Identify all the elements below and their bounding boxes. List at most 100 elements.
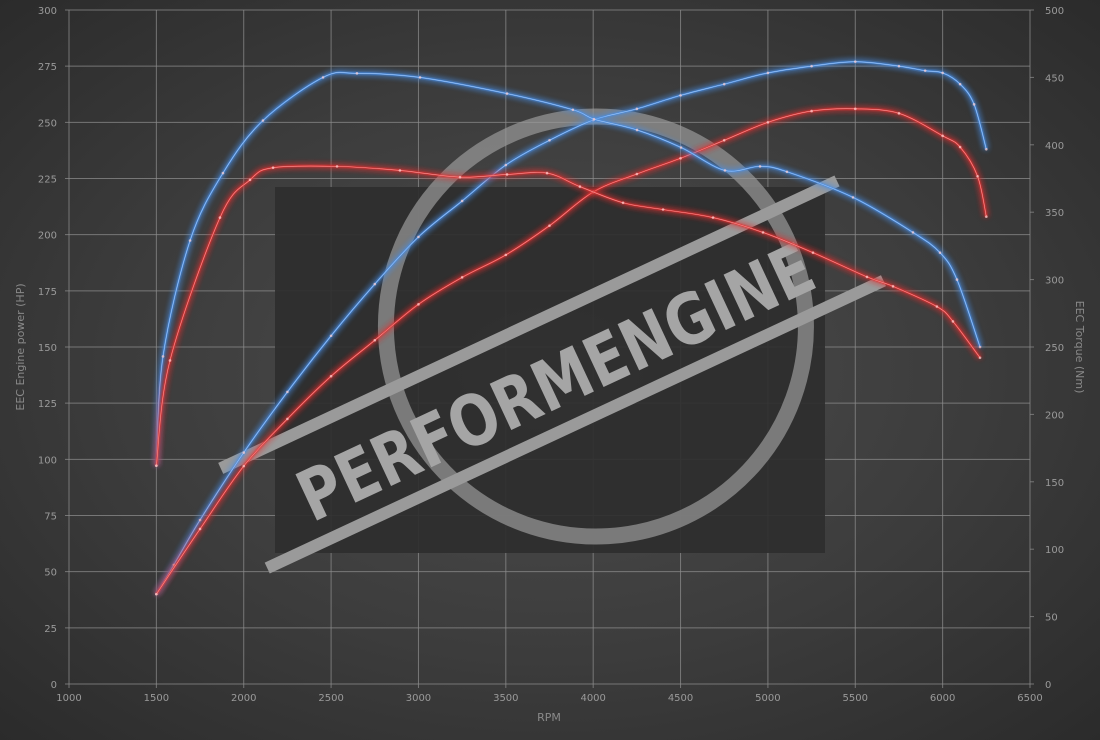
y2-tick-label: 100 xyxy=(1045,545,1064,556)
y-axis-label: EEC Engine power (HP) xyxy=(14,283,27,410)
data-point xyxy=(161,355,165,358)
data-point xyxy=(505,173,509,176)
data-point xyxy=(373,282,377,286)
y-tick-label: 25 xyxy=(44,624,57,635)
data-point xyxy=(976,174,979,178)
data-point xyxy=(958,145,962,149)
data-point xyxy=(460,276,464,279)
data-point xyxy=(329,334,333,338)
data-point xyxy=(897,64,901,68)
series-highlight-3 xyxy=(156,165,981,466)
data-point xyxy=(978,356,982,360)
data-point xyxy=(417,235,420,239)
data-point xyxy=(271,166,275,170)
data-point xyxy=(941,134,944,138)
data-point xyxy=(155,464,158,467)
data-point xyxy=(972,103,976,106)
data-point xyxy=(891,285,895,288)
data-point xyxy=(985,147,988,151)
data-point xyxy=(661,208,665,211)
data-point xyxy=(722,82,726,86)
data-point xyxy=(811,251,815,254)
data-point xyxy=(460,199,464,203)
data-point xyxy=(853,107,857,111)
y-tick-label: 0 xyxy=(51,680,57,691)
y2-tick-label: 400 xyxy=(1045,141,1064,152)
data-point xyxy=(592,117,596,121)
y2-tick-label: 0 xyxy=(1045,680,1051,691)
data-point xyxy=(504,253,508,257)
data-point xyxy=(248,178,252,182)
y-tick-label: 50 xyxy=(44,568,57,579)
data-point xyxy=(198,527,202,531)
x-tick-label: 2500 xyxy=(318,693,343,704)
data-point xyxy=(723,169,727,172)
y2-axis-label: EEC Torque (Nm) xyxy=(1073,301,1086,394)
data-point xyxy=(548,139,551,142)
y-tick-label: 300 xyxy=(38,6,57,17)
data-point xyxy=(766,121,770,124)
y2-tick-label: 350 xyxy=(1045,208,1064,219)
series-highlight-2 xyxy=(156,72,981,466)
data-point xyxy=(155,592,158,596)
data-point xyxy=(321,76,325,79)
x-tick-label: 3000 xyxy=(406,693,431,704)
data-point xyxy=(911,231,915,234)
data-point xyxy=(635,172,639,176)
data-point xyxy=(335,165,339,168)
series-highlight-1 xyxy=(156,108,987,595)
data-point xyxy=(761,231,765,234)
data-point xyxy=(635,107,639,111)
y2-tick-label: 300 xyxy=(1045,276,1064,287)
x-tick-label: 3500 xyxy=(493,693,518,704)
data-point xyxy=(853,60,857,63)
data-point xyxy=(722,139,726,142)
data-point xyxy=(711,216,715,219)
y2-tick-label: 150 xyxy=(1045,478,1064,489)
x-tick-label: 6500 xyxy=(1017,693,1042,704)
y2-tick-label: 200 xyxy=(1045,410,1064,421)
data-point xyxy=(951,320,955,323)
y-tick-label: 100 xyxy=(38,455,57,466)
data-point xyxy=(242,451,246,454)
data-point xyxy=(810,109,813,113)
y-tick-label: 125 xyxy=(38,399,57,410)
data-point xyxy=(578,185,582,188)
data-point xyxy=(935,305,939,308)
data-point xyxy=(545,171,549,175)
data-point xyxy=(810,64,813,68)
data-point xyxy=(938,251,942,254)
data-point xyxy=(355,72,359,75)
data-point xyxy=(548,224,551,227)
y-tick-label: 150 xyxy=(38,343,57,354)
data-point xyxy=(221,171,225,175)
data-point xyxy=(417,303,420,306)
data-point xyxy=(955,278,959,281)
x-tick-label: 1500 xyxy=(144,693,169,704)
data-point xyxy=(505,92,509,95)
series-group xyxy=(154,59,989,596)
data-point xyxy=(923,69,927,72)
data-point xyxy=(766,71,770,75)
y2-tick-label: 50 xyxy=(1045,613,1058,624)
data-point xyxy=(621,201,625,205)
data-point xyxy=(865,275,869,279)
y-tick-label: 200 xyxy=(38,231,57,242)
data-point xyxy=(679,156,682,160)
data-point xyxy=(418,76,422,79)
y-tick-label: 275 xyxy=(38,62,57,73)
data-point xyxy=(286,390,289,394)
data-point xyxy=(242,464,246,468)
x-tick-label: 4500 xyxy=(668,693,693,704)
data-point xyxy=(458,175,462,179)
y-tick-label: 75 xyxy=(44,512,57,523)
y-tick-label: 225 xyxy=(38,175,57,186)
data-point xyxy=(571,108,575,112)
data-point xyxy=(985,215,988,218)
data-point xyxy=(504,163,508,167)
data-point xyxy=(758,165,762,168)
data-point xyxy=(373,338,377,342)
x-tick-label: 5500 xyxy=(843,693,868,704)
y2-tick-label: 500 xyxy=(1045,6,1064,17)
